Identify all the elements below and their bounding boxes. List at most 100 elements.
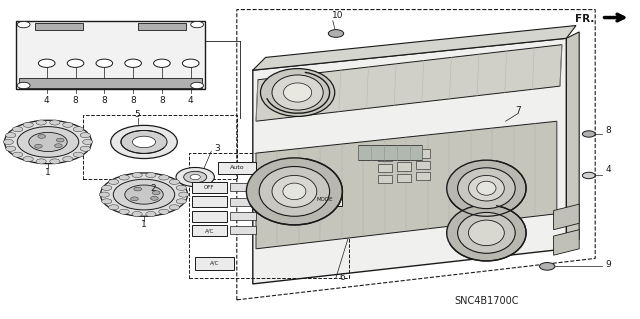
Ellipse shape	[6, 146, 16, 151]
Bar	[192, 225, 227, 236]
Ellipse shape	[119, 175, 129, 180]
Ellipse shape	[17, 21, 30, 28]
Ellipse shape	[125, 59, 141, 67]
Text: 6: 6	[340, 273, 345, 282]
Ellipse shape	[458, 168, 515, 209]
Ellipse shape	[102, 199, 112, 204]
Bar	[138, 23, 186, 30]
Ellipse shape	[191, 21, 204, 28]
Polygon shape	[554, 204, 579, 230]
Text: 8: 8	[605, 126, 611, 135]
Ellipse shape	[272, 75, 323, 110]
Bar	[416, 172, 430, 180]
Ellipse shape	[190, 174, 200, 180]
Bar	[230, 226, 256, 234]
Ellipse shape	[134, 187, 141, 191]
Ellipse shape	[132, 173, 142, 178]
Bar	[192, 211, 227, 222]
Text: SNC4B1700C: SNC4B1700C	[454, 296, 518, 307]
Bar	[192, 196, 227, 207]
Ellipse shape	[3, 139, 13, 145]
Ellipse shape	[17, 127, 79, 157]
Bar	[358, 145, 422, 160]
Ellipse shape	[54, 144, 62, 148]
Text: 8: 8	[159, 96, 164, 105]
Bar	[378, 153, 392, 161]
Text: A/C: A/C	[205, 228, 214, 233]
Text: Auto: Auto	[230, 165, 244, 170]
Ellipse shape	[111, 125, 177, 159]
Bar	[230, 198, 256, 206]
Bar	[218, 162, 256, 174]
Ellipse shape	[38, 135, 45, 138]
Ellipse shape	[80, 146, 90, 151]
Polygon shape	[566, 32, 579, 249]
Ellipse shape	[35, 144, 42, 148]
Ellipse shape	[159, 209, 169, 214]
Text: 8: 8	[131, 96, 136, 105]
Ellipse shape	[96, 59, 113, 67]
Ellipse shape	[283, 183, 306, 200]
Ellipse shape	[132, 211, 142, 217]
Polygon shape	[253, 26, 576, 70]
Ellipse shape	[191, 82, 204, 89]
Bar	[230, 212, 256, 220]
Ellipse shape	[73, 127, 83, 132]
Ellipse shape	[125, 185, 163, 204]
Bar	[397, 151, 411, 160]
Bar	[35, 23, 83, 30]
Text: OFF: OFF	[204, 185, 214, 190]
Ellipse shape	[83, 139, 93, 145]
Ellipse shape	[182, 59, 199, 67]
Ellipse shape	[477, 181, 496, 195]
Bar	[192, 182, 227, 193]
Ellipse shape	[63, 157, 73, 162]
Ellipse shape	[260, 69, 335, 116]
Ellipse shape	[17, 82, 30, 89]
Ellipse shape	[50, 159, 60, 164]
Text: 4: 4	[188, 96, 193, 105]
Ellipse shape	[56, 138, 64, 142]
Text: 5: 5	[135, 110, 140, 119]
Text: 8: 8	[102, 96, 107, 105]
Ellipse shape	[582, 172, 595, 179]
Text: FR.: FR.	[575, 14, 594, 24]
Ellipse shape	[159, 175, 169, 180]
Ellipse shape	[447, 160, 526, 216]
Ellipse shape	[152, 191, 160, 195]
Ellipse shape	[121, 130, 167, 153]
Ellipse shape	[259, 167, 330, 216]
Ellipse shape	[468, 220, 504, 246]
Ellipse shape	[38, 59, 55, 67]
Ellipse shape	[29, 132, 67, 152]
Text: A/C: A/C	[210, 261, 219, 266]
Ellipse shape	[67, 59, 84, 67]
Bar	[195, 257, 234, 270]
Ellipse shape	[36, 159, 46, 164]
Text: MODE: MODE	[316, 197, 333, 202]
Polygon shape	[256, 45, 562, 121]
Bar	[416, 161, 430, 169]
Ellipse shape	[23, 122, 33, 127]
Bar	[378, 164, 392, 172]
Bar	[416, 149, 430, 158]
Ellipse shape	[246, 158, 342, 225]
Ellipse shape	[146, 211, 156, 217]
Ellipse shape	[113, 179, 175, 210]
Ellipse shape	[119, 209, 129, 214]
Ellipse shape	[6, 133, 16, 138]
Ellipse shape	[100, 173, 188, 216]
Text: 1: 1	[45, 168, 51, 177]
Ellipse shape	[540, 263, 555, 270]
Ellipse shape	[13, 152, 23, 157]
Text: 7: 7	[516, 106, 521, 115]
Ellipse shape	[184, 171, 207, 183]
Ellipse shape	[272, 175, 317, 207]
Ellipse shape	[23, 157, 33, 162]
Bar	[19, 78, 202, 88]
Bar	[307, 194, 342, 206]
Ellipse shape	[99, 192, 109, 197]
Text: 8: 8	[73, 96, 78, 105]
Ellipse shape	[109, 205, 119, 210]
Ellipse shape	[102, 185, 112, 190]
